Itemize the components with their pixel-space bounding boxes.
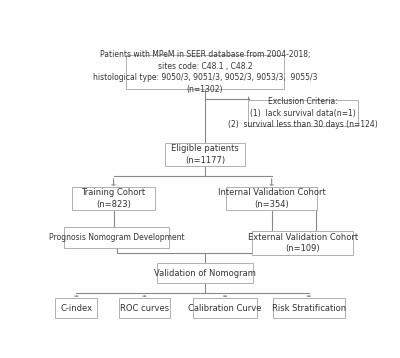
FancyBboxPatch shape	[273, 298, 344, 318]
Text: Exclusion Criteria:
(1)  lack survival data(n=1)
(2)  survival less than 30 days: Exclusion Criteria: (1) lack survival da…	[228, 97, 378, 129]
Text: Internal Validation Cohort
(n=354): Internal Validation Cohort (n=354)	[218, 188, 326, 209]
FancyBboxPatch shape	[119, 298, 170, 318]
FancyBboxPatch shape	[165, 143, 245, 166]
FancyBboxPatch shape	[252, 231, 353, 255]
FancyBboxPatch shape	[226, 187, 317, 211]
Text: Training Cohort
(n=823): Training Cohort (n=823)	[82, 188, 146, 209]
Text: Eligible patients
(n=1177): Eligible patients (n=1177)	[171, 144, 239, 165]
FancyBboxPatch shape	[193, 298, 257, 318]
Text: Prognosis Nomogram Development: Prognosis Nomogram Development	[49, 233, 184, 242]
FancyBboxPatch shape	[72, 187, 155, 211]
FancyBboxPatch shape	[56, 298, 97, 318]
Text: Validation of Nomogram: Validation of Nomogram	[154, 268, 256, 278]
FancyBboxPatch shape	[248, 100, 358, 126]
Text: Patients with MPeM in SEER database from 2004-2018;
sites code: C48.1 , C48.2
hi: Patients with MPeM in SEER database from…	[93, 50, 317, 93]
Text: C-index: C-index	[60, 304, 92, 313]
FancyBboxPatch shape	[126, 55, 284, 89]
FancyBboxPatch shape	[157, 263, 253, 284]
FancyBboxPatch shape	[64, 227, 169, 248]
Text: Risk Stratification: Risk Stratification	[272, 304, 346, 313]
Text: Calibration Curve: Calibration Curve	[188, 304, 262, 313]
Text: External Validation Cohort
(n=109): External Validation Cohort (n=109)	[248, 233, 358, 253]
Text: ROC curves: ROC curves	[120, 304, 169, 313]
